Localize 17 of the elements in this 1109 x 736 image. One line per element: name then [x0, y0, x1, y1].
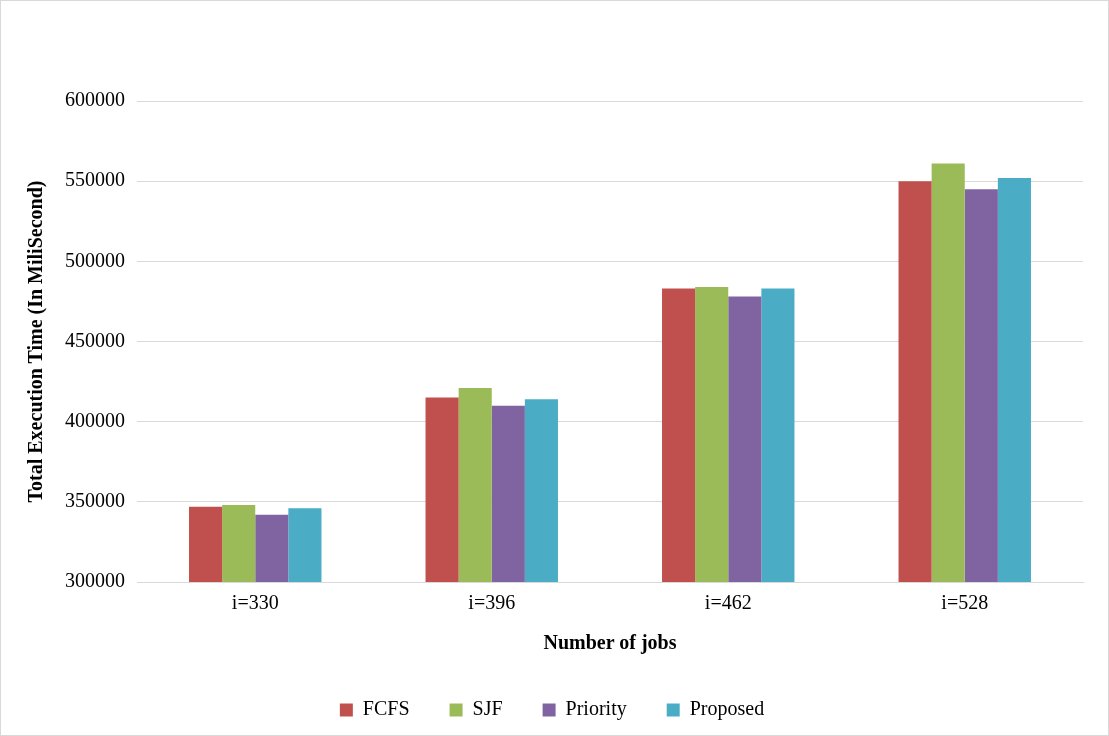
x-tick-label: i=330 [231, 591, 279, 614]
x-tick-label: i=528 [941, 591, 989, 614]
y-axis-title: Total Execution Time (In MiliSecond) [24, 180, 48, 503]
legend-label: SJF [472, 697, 503, 720]
y-tick-label: 300000 [65, 569, 125, 592]
y-tick-label: 550000 [65, 168, 125, 191]
y-tick-label: 600000 [65, 88, 125, 111]
legend-label: Proposed [689, 697, 765, 721]
x-tick-label: i=396 [468, 591, 516, 614]
legend-label: Priority [565, 697, 627, 721]
x-tick-label: i=462 [704, 591, 752, 614]
y-tick-label: 450000 [65, 328, 125, 351]
y-tick-label: 350000 [65, 489, 125, 512]
legend-label: FCFS [362, 697, 410, 720]
y-tick-label: 400000 [65, 408, 125, 431]
y-tick-label: 500000 [65, 248, 125, 271]
x-axis-title: Number of jobs [543, 631, 677, 655]
